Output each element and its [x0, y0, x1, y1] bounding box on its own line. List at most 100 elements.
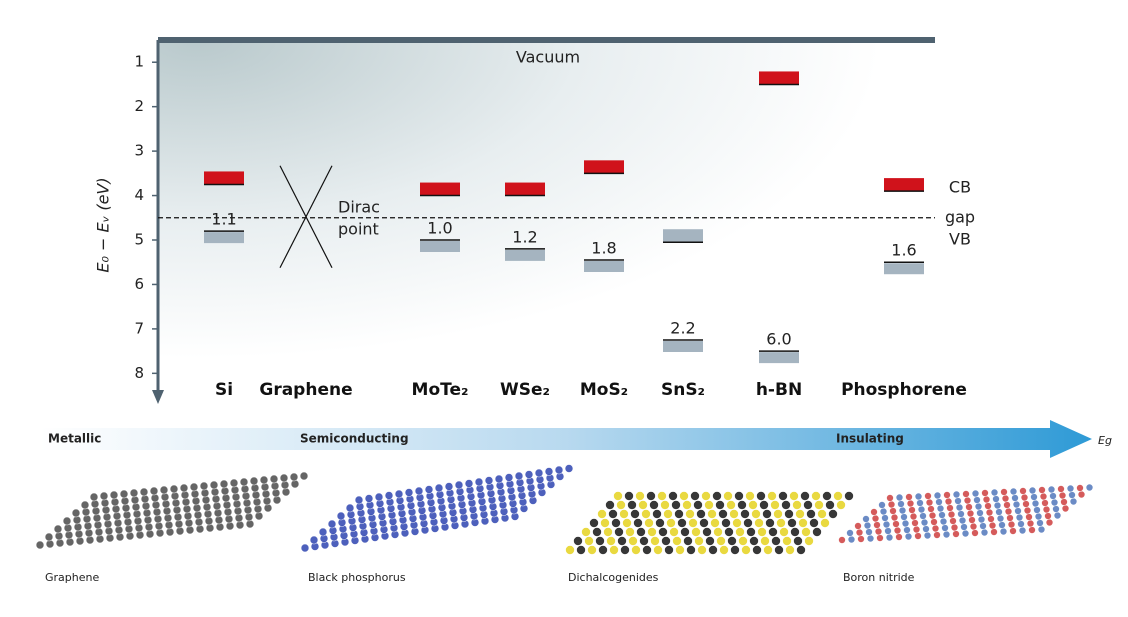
atom [943, 491, 951, 499]
category-label: h-BN [756, 380, 802, 400]
atom [514, 471, 524, 481]
atom [889, 507, 897, 515]
dirac-label: Dirac [338, 197, 380, 216]
atom [290, 479, 300, 489]
gap-value: 1.8 [591, 239, 616, 258]
atom [661, 536, 671, 546]
atom [680, 527, 690, 537]
atom [169, 484, 179, 494]
y-tick-label: 4 [134, 186, 144, 204]
atom [1033, 506, 1041, 514]
atom [1003, 501, 1011, 509]
atom [806, 509, 816, 519]
atom [101, 505, 111, 515]
atom [745, 491, 755, 501]
atom [190, 489, 200, 499]
atom [781, 500, 791, 510]
atom [53, 524, 63, 534]
atom [699, 518, 709, 528]
atom [886, 494, 894, 502]
category-label: Si [215, 380, 233, 400]
atom [782, 536, 792, 546]
atom [140, 494, 150, 504]
atom [93, 520, 103, 530]
atom [299, 471, 309, 481]
atom [135, 530, 145, 540]
atom [691, 527, 701, 537]
atom [765, 518, 775, 528]
atom [259, 475, 269, 485]
atom [1020, 493, 1029, 502]
atom [174, 519, 184, 529]
atom [787, 518, 797, 528]
valence-band [884, 263, 924, 275]
atom [903, 526, 911, 534]
atom [641, 509, 651, 519]
atom [630, 509, 640, 519]
atom [84, 528, 94, 538]
atom [564, 464, 574, 473]
atom [203, 509, 213, 519]
atom [790, 527, 800, 537]
atom [636, 527, 646, 537]
atom [1047, 485, 1056, 494]
atom [336, 511, 346, 521]
atom [211, 494, 221, 504]
atom [1058, 491, 1067, 500]
atom [149, 486, 159, 496]
atom [710, 518, 720, 528]
atom [901, 519, 910, 528]
atom [1001, 494, 1010, 503]
y-tick-label: 3 [134, 142, 144, 160]
atom [54, 531, 64, 541]
category-label: MoTe₂ [412, 380, 469, 400]
atom [115, 532, 125, 542]
atom [94, 527, 104, 537]
atom [693, 500, 703, 510]
atom [130, 495, 140, 505]
atom [931, 524, 940, 533]
atom [729, 509, 739, 519]
atom [642, 545, 652, 555]
atom [893, 526, 902, 535]
atom [857, 535, 865, 543]
atom [100, 498, 110, 508]
atom [647, 527, 657, 537]
atom [914, 492, 923, 501]
atom [800, 491, 810, 501]
atom [771, 536, 781, 546]
atom [847, 535, 856, 544]
atom [125, 531, 135, 541]
atom [81, 507, 91, 517]
conduction-band [759, 71, 799, 85]
atom [936, 504, 945, 513]
atom [309, 535, 319, 545]
atom [1066, 484, 1075, 493]
atom [701, 491, 711, 501]
dirac-cone [279, 165, 333, 269]
atom [760, 536, 770, 546]
atom [682, 500, 692, 510]
atom [82, 514, 92, 524]
atom [249, 476, 259, 486]
atom [1061, 504, 1070, 513]
atom [250, 483, 260, 493]
atom [554, 465, 564, 475]
atom [474, 477, 484, 487]
atom [774, 545, 784, 555]
atom [1057, 485, 1065, 493]
atom [1022, 500, 1030, 508]
valence-band [584, 261, 624, 272]
atom [905, 493, 913, 501]
atom [822, 491, 832, 501]
atom [653, 545, 663, 555]
spectrum-arrow [40, 420, 1092, 458]
atom [235, 520, 245, 530]
atom [982, 495, 991, 504]
atom [92, 513, 102, 523]
atom [123, 517, 133, 527]
atom [985, 508, 994, 517]
atom [798, 518, 808, 528]
atom [374, 492, 384, 502]
atom [721, 518, 731, 528]
